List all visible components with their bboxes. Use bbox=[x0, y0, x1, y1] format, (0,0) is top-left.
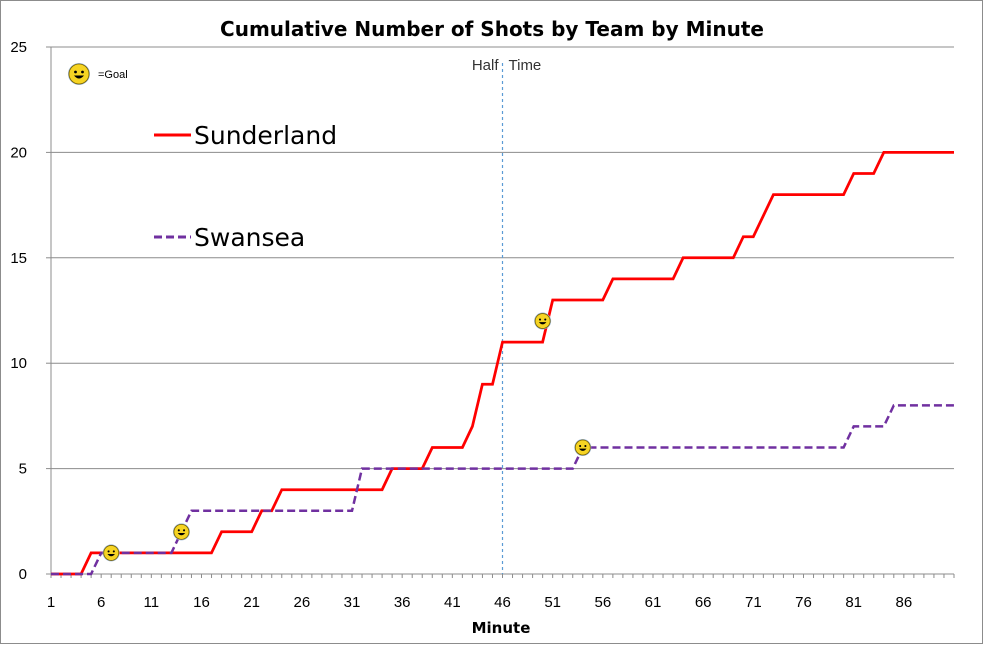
goal-icon-eye bbox=[579, 444, 582, 448]
goal-icon-face bbox=[103, 545, 120, 561]
goal-icon-swansea-2 bbox=[172, 523, 190, 541]
half-time-label-left: Half bbox=[472, 57, 500, 74]
y-tick-label: 10 bbox=[10, 355, 27, 372]
x-axis-label: Minute bbox=[472, 619, 531, 637]
x-tick-label: 61 bbox=[645, 594, 662, 611]
goal-icon-mouth bbox=[177, 532, 186, 536]
goal-icon-mouth bbox=[579, 448, 587, 451]
y-tick-label: 15 bbox=[10, 250, 27, 267]
legend-label-swansea: Swansea bbox=[194, 223, 305, 252]
legend: Sunderland Swansea bbox=[154, 121, 337, 252]
series-line-sunderland bbox=[51, 151, 954, 576]
x-tick-label: 56 bbox=[594, 594, 611, 611]
x-tick-label: 1 bbox=[47, 594, 55, 611]
series bbox=[51, 151, 954, 576]
x-tick-label: 76 bbox=[795, 594, 812, 611]
goal-key-label: =Goal bbox=[98, 69, 128, 81]
x-tick-label: 46 bbox=[494, 594, 511, 611]
goal-icon-swansea-1 bbox=[102, 544, 120, 562]
goal-icon-mouth bbox=[74, 75, 84, 79]
goal-icon-mouth bbox=[107, 554, 115, 557]
goal-markers bbox=[102, 312, 592, 562]
goal-icon-eye bbox=[81, 70, 84, 74]
x-tick-label: 41 bbox=[444, 594, 461, 611]
x-tick-label: 66 bbox=[695, 594, 712, 611]
y-tick-label: 5 bbox=[19, 461, 27, 478]
x-tick-label: 71 bbox=[745, 594, 762, 611]
goal-icon-face bbox=[68, 63, 90, 85]
goal-icon-eye bbox=[177, 529, 180, 532]
x-tick-label: 81 bbox=[845, 594, 862, 611]
x-tick-label: 6 bbox=[97, 594, 105, 611]
goal-icon-mouth bbox=[538, 322, 547, 325]
half-time-marker: Half Time bbox=[472, 57, 541, 574]
x-tick-label: 11 bbox=[144, 594, 160, 611]
goal-icon-eye bbox=[538, 318, 542, 321]
goal-icon-eye bbox=[183, 529, 186, 532]
x-tick-label: 16 bbox=[193, 594, 210, 611]
goal-key-icon bbox=[68, 63, 90, 85]
x-tick-label: 86 bbox=[895, 594, 912, 611]
series-line-swansea bbox=[51, 404, 954, 576]
goal-icon-sunderland-3 bbox=[534, 312, 552, 330]
legend-label-sunderland: Sunderland bbox=[194, 121, 337, 150]
y-tick-label: 20 bbox=[10, 144, 27, 161]
goal-icon-eye bbox=[112, 550, 115, 553]
x-tick-label: 51 bbox=[544, 594, 561, 611]
goal-icon-face bbox=[173, 523, 190, 540]
goal-icon-face bbox=[534, 313, 551, 329]
goal-icon-eye bbox=[544, 318, 547, 321]
y-tick-label: 0 bbox=[19, 566, 27, 583]
x-tick-label: 26 bbox=[293, 594, 310, 611]
x-tick-label: 31 bbox=[344, 594, 361, 611]
x-tick-label: 21 bbox=[243, 594, 260, 611]
y-tick-label: 25 bbox=[10, 39, 27, 56]
goal-icon-face bbox=[574, 439, 591, 456]
chart-title: Cumulative Number of Shots by Team by Mi… bbox=[220, 17, 764, 41]
goal-icon-swansea-4 bbox=[574, 439, 592, 457]
goal-icon-eye bbox=[74, 70, 77, 74]
goal-icon-eye bbox=[107, 550, 110, 553]
goal-key: =Goal bbox=[68, 63, 128, 85]
x-tick-label: 36 bbox=[394, 594, 411, 611]
goal-icon-eye bbox=[584, 444, 587, 448]
half-time-label-right: Time bbox=[509, 57, 542, 74]
